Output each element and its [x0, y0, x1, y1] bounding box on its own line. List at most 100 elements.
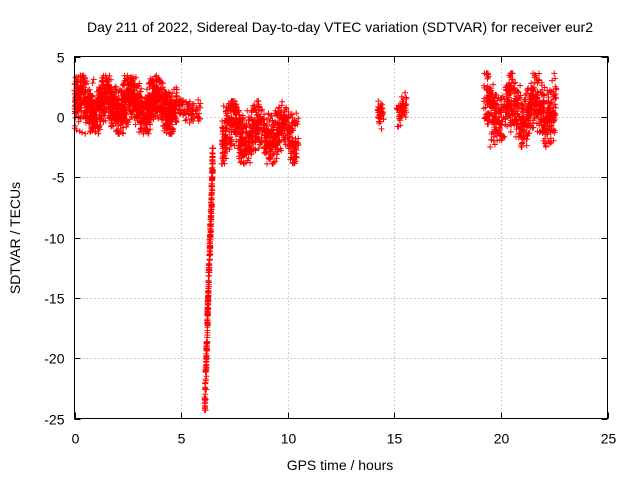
data-point — [93, 106, 100, 113]
x-tick-label: 25 — [601, 431, 617, 447]
data-point — [183, 116, 190, 123]
data-point — [375, 104, 382, 110]
data-point — [205, 285, 212, 292]
data-point — [230, 128, 237, 135]
data-point — [79, 129, 85, 136]
data-point — [170, 110, 177, 117]
data-point — [92, 124, 99, 131]
data-point — [548, 139, 555, 146]
data-point — [226, 136, 233, 143]
data-point — [263, 126, 270, 133]
data-point — [115, 89, 122, 96]
data-point — [523, 142, 530, 149]
data-point — [524, 111, 530, 118]
data-point — [511, 116, 518, 123]
data-point — [156, 103, 163, 110]
data-point — [265, 154, 272, 161]
data-point — [271, 134, 278, 141]
data-point — [96, 84, 103, 91]
data-point — [262, 138, 268, 144]
data-point — [507, 106, 514, 113]
data-point — [268, 112, 275, 119]
data-point — [218, 160, 225, 167]
data-point — [255, 130, 262, 137]
data-point — [119, 88, 125, 95]
data-point — [230, 98, 237, 105]
data-point — [78, 85, 84, 92]
data-point — [84, 108, 91, 115]
data-point — [155, 94, 162, 101]
data-point — [376, 118, 383, 125]
data-point — [290, 119, 297, 126]
data-point — [498, 109, 505, 115]
data-point — [524, 106, 531, 113]
data-point — [403, 102, 410, 108]
data-point — [254, 124, 261, 131]
data-point — [399, 108, 406, 115]
data-point — [269, 152, 276, 159]
data-point — [507, 117, 514, 124]
data-point — [250, 121, 256, 128]
data-point — [89, 93, 96, 100]
x-axis-label: GPS time / hours — [287, 457, 394, 473]
data-point — [524, 86, 531, 92]
data-point — [270, 142, 277, 148]
data-point — [219, 149, 226, 156]
data-point — [543, 109, 550, 116]
data-point — [95, 130, 102, 137]
data-point — [108, 88, 115, 95]
data-point — [232, 112, 239, 118]
data-point — [113, 127, 120, 134]
data-point — [202, 379, 209, 386]
data-point — [243, 159, 249, 166]
data-point — [522, 98, 529, 105]
data-point — [195, 96, 202, 103]
data-point — [208, 213, 215, 220]
data-point — [516, 130, 523, 137]
chart-title: Day 211 of 2022, Sidereal Day-to-day VTE… — [87, 19, 593, 35]
data-point — [115, 122, 122, 129]
data-point — [487, 144, 494, 150]
data-point — [171, 86, 178, 93]
data-point — [136, 98, 143, 105]
data-point — [136, 80, 143, 87]
data-point — [131, 75, 138, 82]
data-point — [207, 229, 214, 236]
data-point — [206, 257, 213, 264]
data-point — [247, 122, 254, 129]
data-point — [127, 109, 134, 116]
data-point — [492, 116, 499, 123]
data-point — [256, 116, 263, 123]
data-point — [138, 125, 144, 132]
data-point — [85, 87, 91, 94]
data-point — [542, 144, 549, 150]
data-point — [511, 110, 518, 117]
x-tick-label: 15 — [387, 431, 403, 447]
data-point — [264, 122, 270, 128]
data-point — [396, 113, 403, 120]
data-point — [514, 120, 521, 127]
data-point — [520, 109, 527, 116]
data-point — [209, 153, 216, 160]
data-point — [272, 110, 278, 117]
data-point — [491, 112, 497, 119]
data-point — [248, 148, 254, 155]
data-point — [156, 96, 163, 103]
data-point — [533, 120, 540, 127]
data-point — [287, 130, 294, 137]
data-point — [494, 137, 501, 144]
data-point — [513, 120, 520, 127]
data-point — [487, 109, 494, 116]
data-point — [536, 108, 543, 115]
data-point — [258, 134, 265, 141]
data-point — [222, 124, 229, 131]
data-point — [89, 80, 96, 86]
data-point — [134, 90, 141, 97]
data-point — [119, 82, 126, 89]
y-tick-label: -20 — [44, 351, 64, 367]
data-point — [552, 101, 558, 108]
data-point — [489, 119, 495, 126]
data-point — [518, 117, 525, 124]
data-point — [375, 98, 382, 105]
data-point — [103, 106, 110, 113]
